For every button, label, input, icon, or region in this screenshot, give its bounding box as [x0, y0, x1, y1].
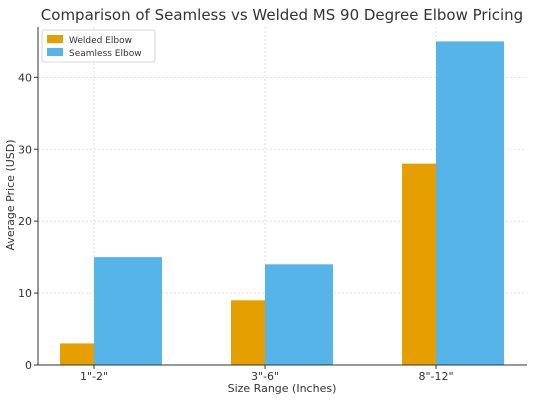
legend-swatch: [47, 35, 63, 43]
chart-title: Comparison of Seamless vs Welded MS 90 D…: [41, 6, 523, 24]
x-tick-label: 1"-2": [80, 370, 108, 383]
y-axis-label: Average Price (USD): [4, 139, 17, 250]
axes: [34, 27, 527, 369]
welded-bar-2: [231, 300, 267, 365]
legend-entry: Welded Elbow: [69, 36, 132, 46]
tick-labels: 0 10 20 30 40 1"-2" 3"-6" 8"-12": [18, 71, 454, 383]
seamless-bar-3: [436, 41, 504, 365]
legend-swatch: [47, 48, 63, 56]
welded-bar-1: [60, 343, 96, 365]
y-tick-label: 40: [18, 71, 32, 84]
legend: Welded Elbow Seamless Elbow: [41, 29, 156, 63]
legend-box: [41, 29, 156, 63]
seamless-bar-2: [265, 264, 333, 365]
welded-bar-3: [402, 163, 438, 365]
x-tick-label: 3"-6": [251, 370, 279, 383]
y-tick-label: 0: [25, 359, 32, 372]
y-tick-label: 10: [18, 287, 32, 300]
x-tick-label: 8"-12": [418, 370, 453, 383]
bars: [60, 41, 504, 365]
y-tick-label: 30: [18, 143, 32, 156]
seamless-bar-1: [94, 257, 162, 365]
legend-entry: Seamless Elbow: [69, 49, 142, 59]
y-tick-label: 20: [18, 215, 32, 228]
x-axis-label: Size Range (Inches): [228, 382, 337, 395]
